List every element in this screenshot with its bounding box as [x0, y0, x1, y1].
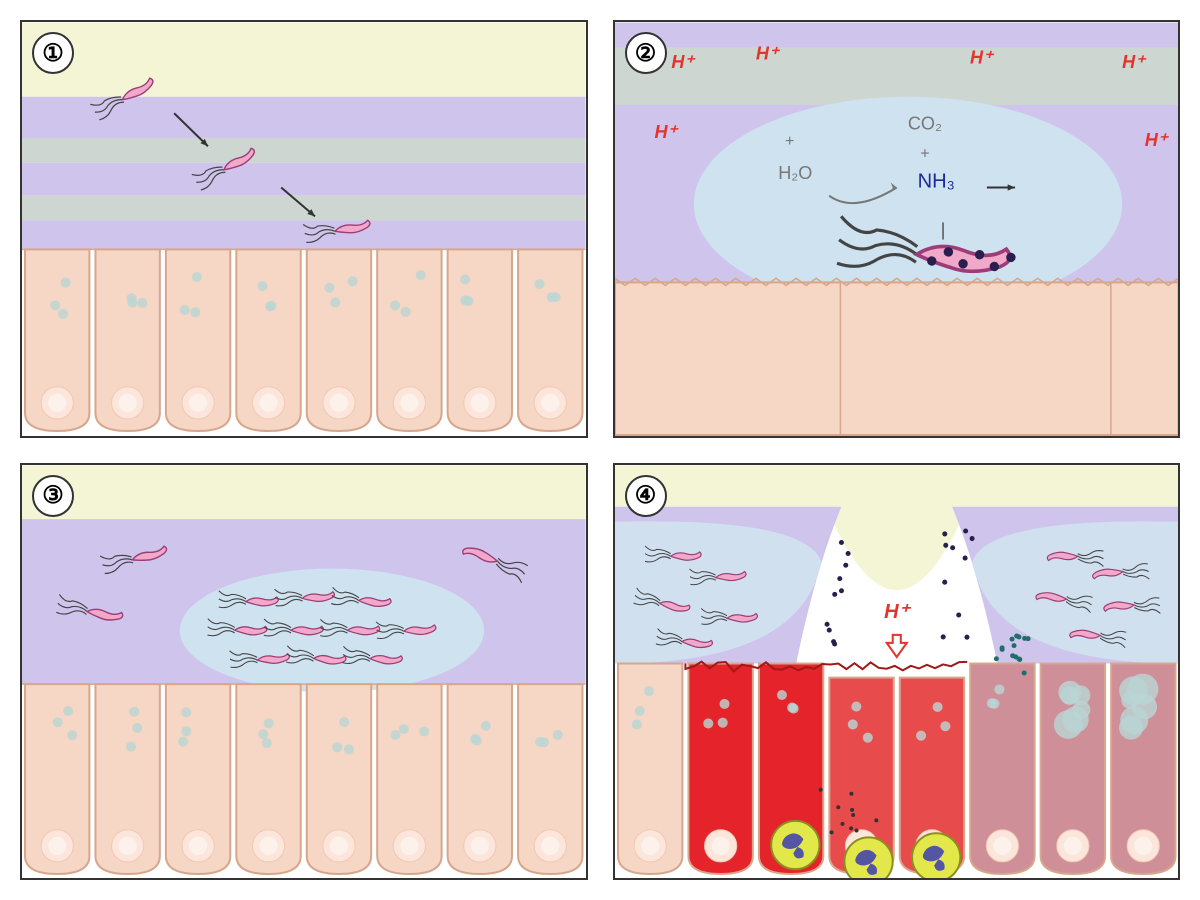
svg-text:H⁺: H⁺	[671, 52, 696, 72]
panel-3-badge: ③	[32, 475, 74, 517]
svg-text:H⁺: H⁺	[654, 122, 679, 142]
panel-2-badge: ②	[625, 32, 667, 74]
svg-text:+: +	[784, 132, 793, 150]
svg-text:H₂O: H₂O	[778, 163, 812, 183]
panel-1-svg	[22, 22, 586, 436]
svg-text:H⁺: H⁺	[1122, 52, 1147, 72]
svg-text:CO₂: CO₂	[907, 114, 941, 134]
panel-4-svg: H⁺	[615, 465, 1179, 879]
panel-3: ③	[20, 463, 588, 881]
panel-3-svg	[22, 465, 586, 879]
svg-text:NH₃: NH₃	[917, 170, 954, 192]
panel-1-badge: ①	[32, 32, 74, 74]
panel-2-svg: H⁺ H⁺ H⁺ H⁺ H⁺ H⁺ + H₂O CO₂ + NH₃	[615, 22, 1179, 436]
panel-1: ①	[20, 20, 588, 438]
diagram-grid: ① ② H⁺ H⁺ H⁺ H⁺ H⁺ H⁺ + H₂O CO₂ + NH₃ ③ ④ H⁺	[20, 20, 1180, 880]
svg-text:H⁺: H⁺	[1144, 130, 1169, 150]
panel-2: ② H⁺ H⁺ H⁺ H⁺ H⁺ H⁺ + H₂O CO₂ + NH₃	[613, 20, 1181, 438]
panel-4-badge: ④	[625, 475, 667, 517]
svg-text:H⁺: H⁺	[884, 601, 912, 623]
panel-4: ④ H⁺	[613, 463, 1181, 881]
svg-text:+: +	[920, 145, 929, 163]
svg-text:H⁺: H⁺	[970, 48, 995, 68]
svg-text:H⁺: H⁺	[755, 44, 780, 64]
